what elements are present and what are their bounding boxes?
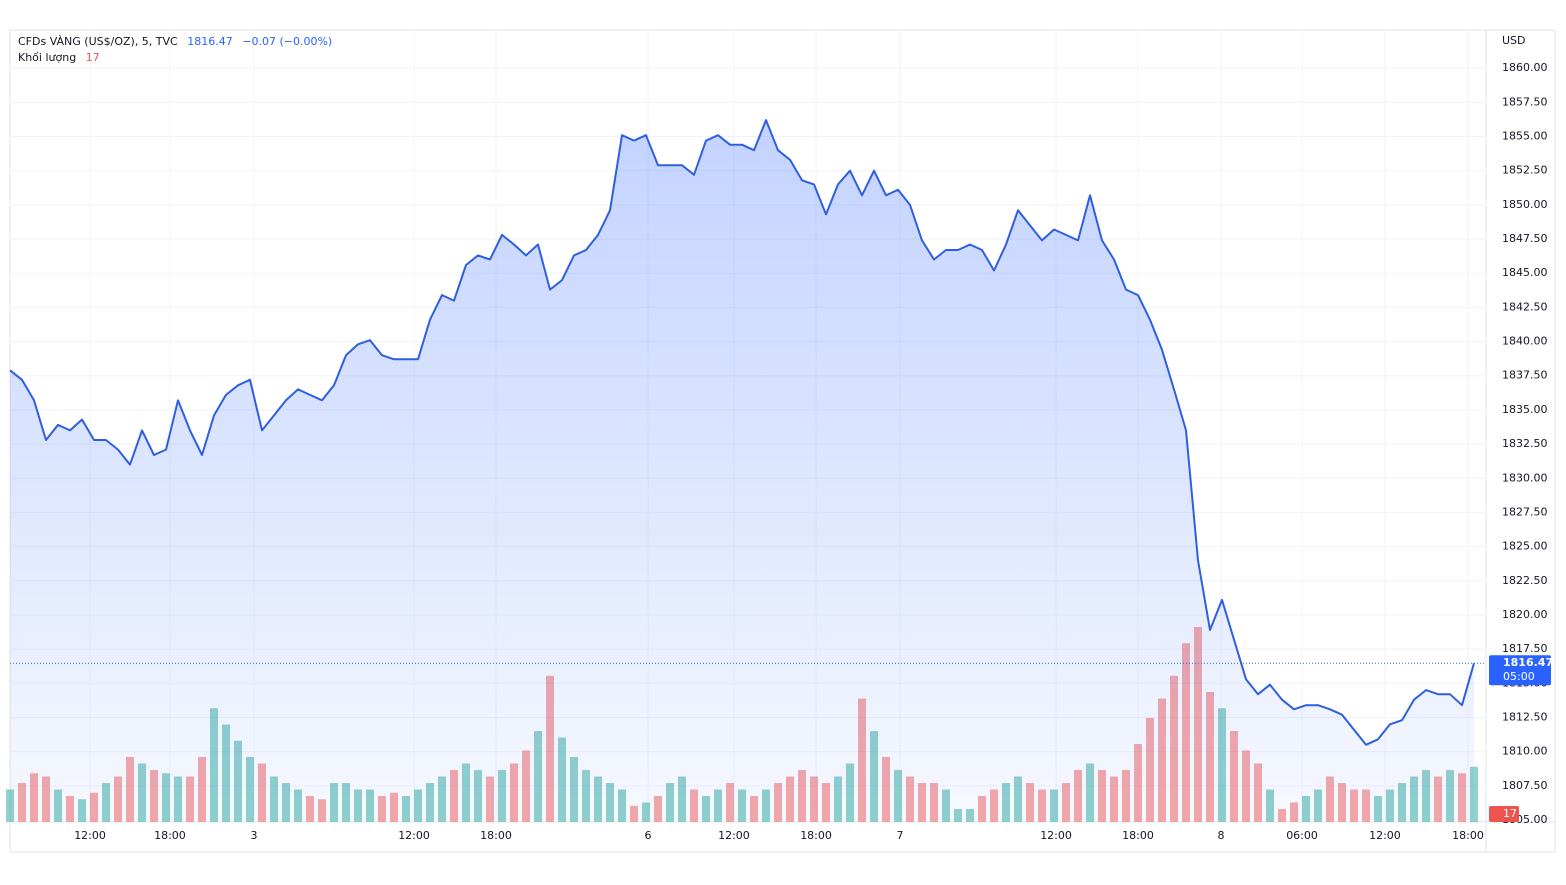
x-tick-label: 18:00: [1452, 829, 1484, 842]
y-tick-label: 1847.50: [1502, 232, 1548, 245]
change: −0.07 (−0.00%): [242, 35, 333, 48]
x-tick-label: 7: [897, 829, 904, 842]
price-badge-value: 1816.47: [1503, 656, 1553, 669]
y-tick-label: 1860.00: [1502, 61, 1548, 74]
x-tick-label: 18:00: [1122, 829, 1154, 842]
y-tick-label: 1857.50: [1502, 95, 1548, 108]
legend-volume: Khối lượng 17: [18, 51, 106, 64]
x-tick-label: 18:00: [154, 829, 186, 842]
y-tick-label: 1855.00: [1502, 130, 1548, 143]
price-line: [9, 119, 1475, 746]
volume-badge-value: 17: [1503, 807, 1517, 820]
y-tick-label: 1825.00: [1502, 540, 1548, 553]
y-tick-label: 1827.50: [1502, 505, 1548, 518]
y-tick-label: 1842.50: [1502, 300, 1548, 313]
volume-badge: [1489, 806, 1519, 822]
y-tick-label: 1840.00: [1502, 335, 1548, 348]
y-tick-label: 1832.50: [1502, 437, 1548, 450]
y-tick-label: 1845.00: [1502, 266, 1548, 279]
y-tick-label: 1830.00: [1502, 471, 1548, 484]
x-tick-label: 12:00: [718, 829, 750, 842]
area: [10, 120, 1474, 821]
x-tick-label: 6: [645, 829, 652, 842]
y-tick-label: 1807.50: [1502, 779, 1548, 792]
x-tick-label: 8: [1218, 829, 1225, 842]
y-tick-label: 1850.00: [1502, 198, 1548, 211]
x-tick-label: 18:00: [480, 829, 512, 842]
last-price: 1816.47: [187, 35, 233, 48]
x-tick-label: 12:00: [74, 829, 106, 842]
x-tick-label: 12:00: [398, 829, 430, 842]
price-badge: [1489, 655, 1551, 686]
title: CFDs VÀNG (US$/OZ), 5, TVC: [18, 35, 178, 48]
legend-title: CFDs VÀNG (US$/OZ), 5, TVC 1816.47 −0.07…: [18, 35, 338, 48]
x-tick-label: 3: [250, 829, 257, 842]
y-tick-label: 1837.50: [1502, 369, 1548, 382]
x-tick-label: 12:00: [1369, 829, 1401, 842]
y-tick-label: 1817.50: [1502, 642, 1548, 655]
volume-last: 17: [85, 51, 100, 64]
y-tick-label: 1810.00: [1502, 745, 1548, 758]
y-tick-label: 1820.00: [1502, 608, 1548, 621]
currency: USD: [1502, 34, 1526, 47]
y-tick-label: 1852.50: [1502, 164, 1548, 177]
x-tick-label: 06:00: [1286, 829, 1318, 842]
y-tick-label: 1835.00: [1502, 403, 1548, 416]
x-tick-label: 12:00: [1040, 829, 1072, 842]
x-tick-label: 18:00: [800, 829, 832, 842]
y-tick-label: 1812.50: [1502, 710, 1548, 723]
countdown: 05:00: [1503, 670, 1535, 683]
y-tick-label: 1822.50: [1502, 574, 1548, 587]
volume-name: Khối lượng: [18, 51, 77, 64]
